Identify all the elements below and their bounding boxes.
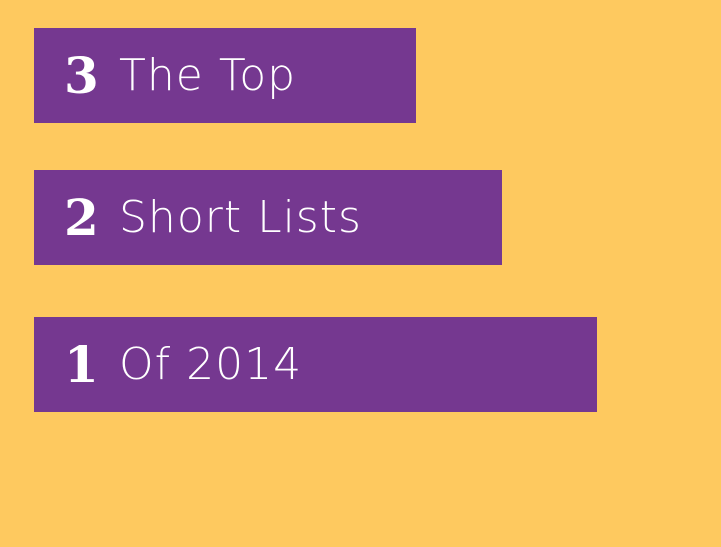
row-text: Short Lists — [119, 192, 362, 243]
bar-row-3: 3 The Top — [34, 28, 416, 123]
bar-row-2: 2 Short Lists — [34, 170, 502, 265]
row-text: The Top — [119, 50, 297, 101]
row-text: Of 2014 — [119, 339, 303, 390]
rank-number: 1 — [64, 335, 99, 394]
bar-row-1: 1 Of 2014 — [34, 317, 597, 412]
rank-number: 2 — [64, 188, 99, 247]
rank-number: 3 — [64, 46, 99, 105]
